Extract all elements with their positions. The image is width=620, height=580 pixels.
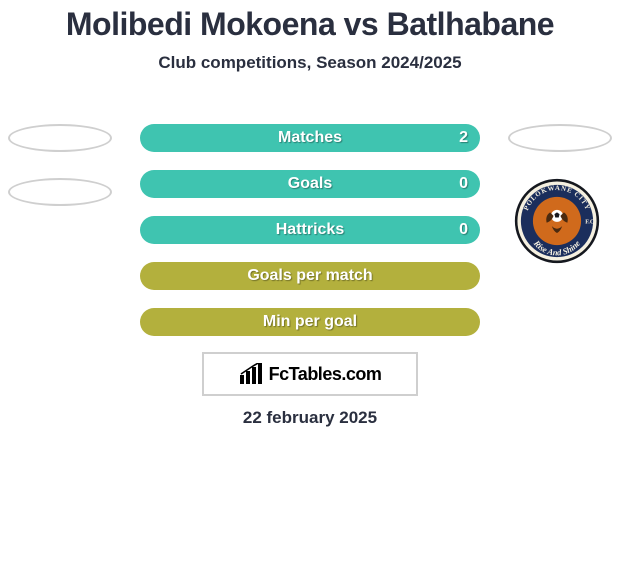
stat-label: Min per goal bbox=[263, 313, 357, 331]
stat-row-goals-per-match: Goals per match bbox=[140, 262, 480, 290]
page-title: Molibedi Mokoena vs Batlhabane bbox=[0, 0, 620, 43]
page-subtitle: Club competitions, Season 2024/2025 bbox=[0, 53, 620, 73]
stat-right-value: 0 bbox=[459, 170, 468, 198]
comparison-infographic: Molibedi Mokoena vs Batlhabane Club comp… bbox=[0, 0, 620, 580]
brand-box[interactable]: FcTables.com bbox=[202, 352, 418, 396]
bar-chart-icon bbox=[239, 363, 263, 385]
logo-side-text: F.C bbox=[585, 220, 594, 226]
player-right-avatar-1 bbox=[508, 124, 612, 152]
stat-rows: Matches 2 Goals 0 Hattricks 0 Goals per … bbox=[140, 124, 480, 354]
stat-label: Matches bbox=[278, 129, 342, 147]
stat-row-matches: Matches 2 bbox=[140, 124, 480, 152]
date-line: 22 february 2025 bbox=[0, 408, 620, 428]
stat-label: Goals bbox=[288, 175, 332, 193]
player-left-club-logo bbox=[8, 178, 112, 206]
stat-label: Goals per match bbox=[247, 267, 372, 285]
stat-label: Hattricks bbox=[276, 221, 344, 239]
stat-row-goals: Goals 0 bbox=[140, 170, 480, 198]
stat-right-value: 0 bbox=[459, 216, 468, 244]
player-right-club-logo: POLOKWANE CITY Rise And Shine F.C bbox=[514, 178, 600, 264]
stat-right-value: 2 bbox=[459, 124, 468, 152]
stat-row-min-per-goal: Min per goal bbox=[140, 308, 480, 336]
brand-text: FcTables.com bbox=[269, 364, 382, 385]
player-left-avatar-1 bbox=[8, 124, 112, 152]
stat-row-hattricks: Hattricks 0 bbox=[140, 216, 480, 244]
